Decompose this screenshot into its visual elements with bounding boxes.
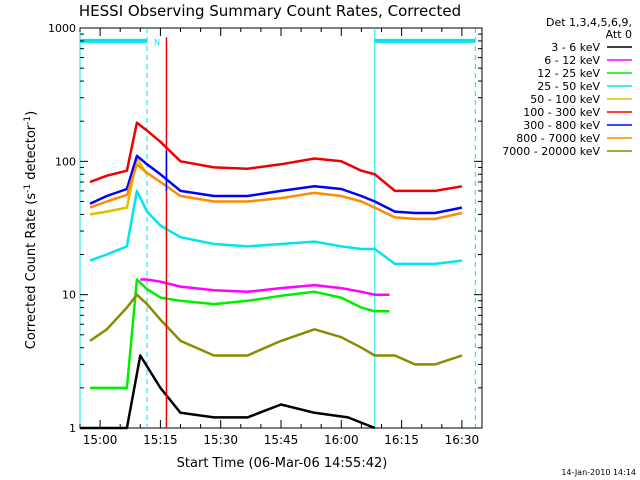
y-tick-label-3: 1000: [48, 22, 76, 35]
series-line-4: [89, 157, 149, 216]
y-tick-label-0: 1: [69, 422, 76, 435]
x-tick-label-0: 15:00: [83, 433, 118, 447]
y-axis-label-main: Corrected Count Rate (s: [24, 193, 39, 350]
legend-label-7: 800 - 7000 keV: [516, 132, 600, 145]
chart-title: HESSI Observing Summary Count Rates, Cor…: [79, 2, 461, 20]
series-line-6: [89, 154, 463, 215]
x-tick-label-6: 16:30: [445, 433, 480, 447]
series-line-2: [90, 278, 390, 390]
legend-label-3: 25 - 50 keV: [537, 80, 600, 93]
legend-label-1: 6 - 12 keV: [544, 54, 600, 67]
legend-label-8: 7000 - 20000 keV: [502, 145, 600, 158]
series-line-0: [80, 354, 376, 430]
series-line-1: [140, 278, 390, 296]
plot-frame: [79, 27, 483, 429]
legend-label-6: 300 - 800 keV: [523, 119, 600, 132]
series-line-5: [89, 121, 463, 193]
y-tick-label-2: 100: [55, 155, 76, 168]
legend-label-5: 100 - 300 keV: [523, 106, 600, 119]
x-tick-label-3: 15:45: [264, 433, 299, 447]
y-axis-label-sup-1: -1: [23, 184, 33, 193]
axes: 1 10 100 1000 15:00 15:15 15:30 15:45 16:00 16:15…: [48, 22, 483, 447]
y-axis-label-mid: detector: [24, 124, 39, 184]
legend-label-4: 50 - 100 keV: [530, 93, 600, 106]
x-tick-label-4: 16:00: [324, 433, 359, 447]
x-tick-label-1: 15:15: [143, 433, 178, 447]
legend-label-2: 12 - 25 keV: [537, 67, 600, 80]
annotation-marker: N: [154, 38, 160, 47]
y-axis-label-sup-2: -1: [23, 116, 33, 125]
plot-border: [79, 27, 483, 429]
series-line-7: [89, 163, 463, 221]
legend-header-line-1: Det 1,3,4,5,6,9,: [546, 16, 632, 29]
y-axis-label-end: ): [24, 111, 39, 116]
x-axis-label: Start Time (06-Mar-06 14:55:42): [177, 456, 388, 471]
series-line-8: [89, 293, 463, 366]
legend-label-0: 3 - 6 keV: [551, 41, 600, 54]
x-tick-label-5: 16:15: [384, 433, 419, 447]
series-line-3: [89, 189, 463, 266]
legend-header-line-2: Att 0: [606, 28, 632, 41]
x-tick-label-2: 15:30: [203, 433, 238, 447]
y-axis-label: Corrected Count Rate (s-1 detector-1): [23, 111, 39, 349]
plot-content: N: [79, 28, 476, 430]
y-tick-label-1: 10: [62, 289, 76, 302]
timestamp: 14-Jan-2010 14:14: [561, 468, 636, 477]
